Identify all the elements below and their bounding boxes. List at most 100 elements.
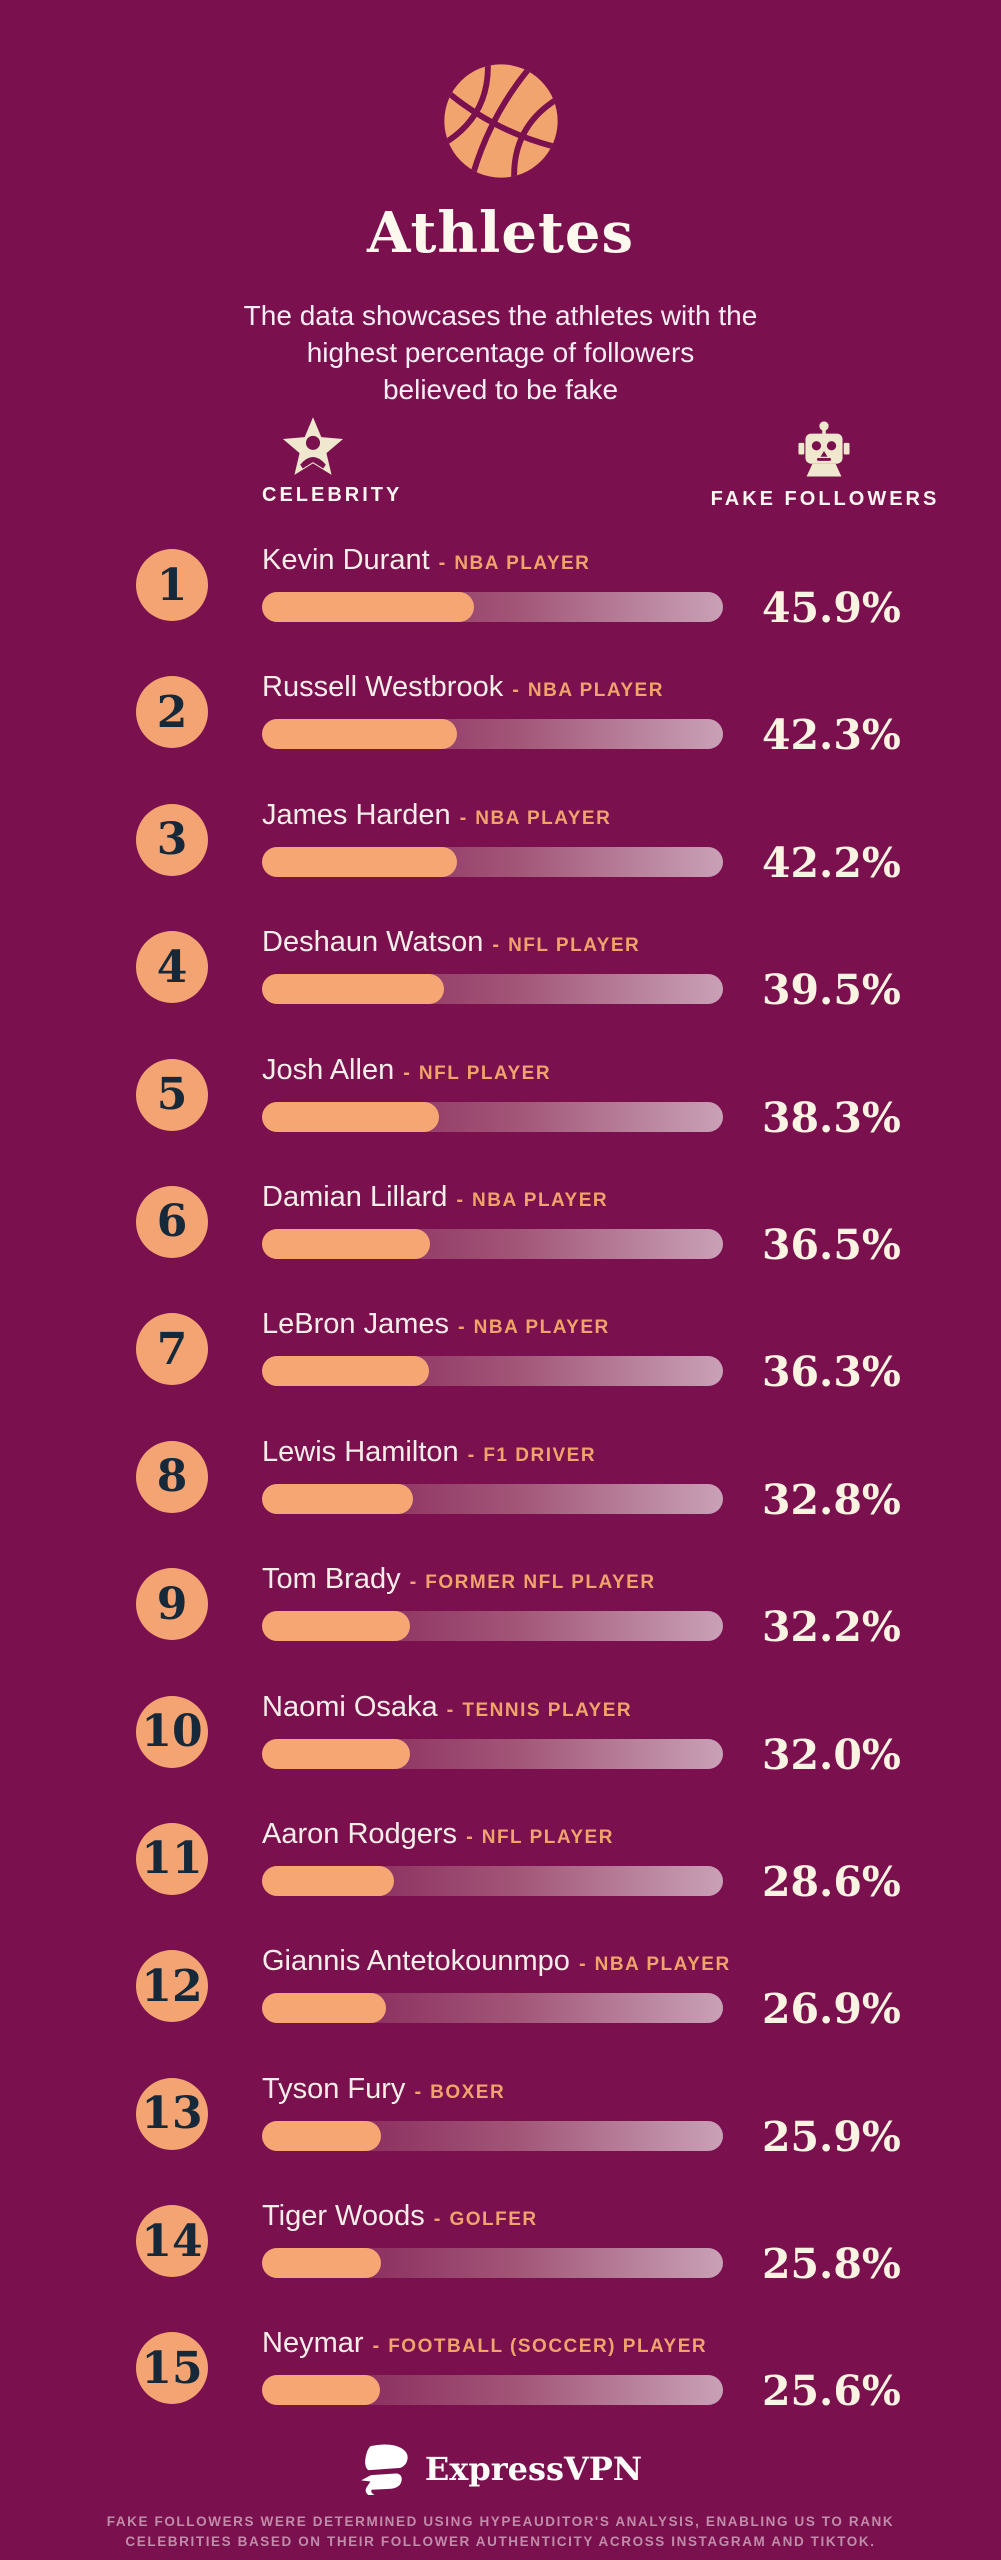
disclaimer-text: FAKE FOLLOWERS WERE DETERMINED USING HYP… bbox=[106, 2514, 895, 2549]
athlete-name: Tyson Fury bbox=[262, 2072, 406, 2105]
athlete-role: NBA PLAYER bbox=[454, 553, 591, 574]
fake-followers-bar-track bbox=[262, 1356, 723, 1387]
athlete-nameline: Lewis Hamilton - F1 DRIVER bbox=[262, 1436, 596, 1469]
column-header-celebrity: CELEBRITY bbox=[262, 484, 403, 506]
fake-followers-value: 38.3% bbox=[762, 1093, 901, 1142]
page-title: Athletes bbox=[367, 200, 634, 266]
athlete-role: NFL PLAYER bbox=[418, 1062, 552, 1084]
fake-followers-bar-fill bbox=[262, 2248, 381, 2279]
fake-followers-value: 25.9% bbox=[762, 2112, 901, 2161]
athlete-name: Lewis Hamilton bbox=[262, 1435, 459, 1468]
athlete-role: NBA PLAYER bbox=[475, 807, 612, 829]
athlete-nameline: Neymar - FOOTBALL (SOCCER) PLAYER bbox=[262, 2327, 707, 2360]
rank-badge: 12 bbox=[136, 1950, 208, 2023]
fake-followers-value: 36.5% bbox=[762, 1220, 901, 1269]
fake-followers-bar-track bbox=[262, 2248, 723, 2279]
athlete-nameline: Tom Brady - FORMER NFL PLAYER bbox=[262, 1563, 656, 1596]
fake-followers-value: 28.6% bbox=[762, 1857, 901, 1906]
fake-followers-bar-track bbox=[262, 846, 723, 877]
rank-badge: 8 bbox=[136, 1440, 208, 1513]
athlete-row: 15 Neymar - FOOTBALL (SOCCER) PLAYER 25.6% bbox=[0, 2319, 1001, 2446]
athlete-row: 12 Giannis Antetokounmpo - NBA PLAYER 26.9% bbox=[0, 1937, 1001, 2064]
fake-followers-bar-track bbox=[262, 2120, 723, 2151]
athlete-role: NFL PLAYER bbox=[481, 1826, 614, 1848]
fake-followers-bar-fill bbox=[262, 1738, 410, 1769]
rank-badge: 3 bbox=[136, 803, 208, 876]
athlete-row: 13 Tyson Fury - BOXER 25.9% bbox=[0, 2065, 1001, 2192]
athlete-role: NBA PLAYER bbox=[472, 1189, 609, 1211]
fake-followers-bar-track bbox=[262, 1738, 723, 1769]
athlete-name: Deshaun Watson bbox=[262, 926, 484, 959]
fake-followers-value: 36.3% bbox=[762, 1348, 901, 1397]
rank-badge: 15 bbox=[136, 2332, 208, 2405]
role-separator: - bbox=[467, 1443, 475, 1466]
fake-followers-bar-track bbox=[262, 974, 723, 1005]
role-separator: - bbox=[578, 1953, 586, 1976]
athlete-role: TENNIS PLAYER bbox=[462, 1699, 633, 1721]
role-separator: - bbox=[458, 1316, 465, 1339]
role-separator: - bbox=[438, 552, 446, 574]
athlete-row: 10 Naomi Osaka - TENNIS PLAYER 32.0% bbox=[0, 1683, 1001, 1810]
athlete-nameline: Aaron Rodgers - NFL PLAYER bbox=[262, 1818, 614, 1851]
expressvpn-logo-icon bbox=[359, 2444, 410, 2495]
athlete-row: 7 LeBron James - NBA PLAYER 36.3% bbox=[0, 1300, 1001, 1427]
athlete-nameline: Tyson Fury - BOXER bbox=[262, 2073, 505, 2106]
athlete-name: Tom Brady bbox=[262, 1563, 401, 1596]
athlete-nameline: LeBron James - NBA PLAYER bbox=[262, 1308, 610, 1341]
brand-footer: ExpressVPN bbox=[0, 2442, 1001, 2496]
athlete-row: 5 Josh Allen - NFL PLAYER 38.3% bbox=[0, 1046, 1001, 1173]
role-separator: - bbox=[492, 934, 500, 957]
role-separator: - bbox=[414, 2080, 422, 2103]
fake-followers-bar-fill bbox=[262, 2120, 382, 2151]
athlete-role: NBA PLAYER bbox=[473, 1317, 610, 1339]
role-separator: - bbox=[459, 806, 467, 829]
athlete-role: FORMER NFL PLAYER bbox=[425, 1572, 656, 1594]
fake-followers-bar-track bbox=[262, 719, 723, 750]
athlete-name: Josh Allen bbox=[262, 1053, 395, 1086]
role-separator: - bbox=[446, 1698, 454, 1721]
fake-followers-bar-track bbox=[262, 1865, 723, 1896]
fake-followers-value: 32.0% bbox=[762, 1730, 901, 1779]
athlete-row: 4 Deshaun Watson - NFL PLAYER 39.5% bbox=[0, 918, 1001, 1045]
fake-followers-bar-track bbox=[262, 1228, 723, 1259]
athlete-nameline: James Harden - NBA PLAYER bbox=[262, 799, 611, 832]
fake-followers-bar-fill bbox=[262, 1483, 414, 1514]
fake-followers-bar-fill bbox=[262, 1228, 431, 1259]
fake-followers-bar-fill bbox=[262, 1356, 430, 1387]
fake-followers-bar-fill bbox=[262, 1865, 394, 1896]
role-separator: - bbox=[512, 679, 519, 702]
fake-followers-bar-fill bbox=[262, 974, 445, 1005]
role-separator: - bbox=[372, 2335, 380, 2358]
athlete-row: 14 Tiger Woods - GOLFER 25.8% bbox=[0, 2192, 1001, 2319]
fake-followers-bar-track bbox=[262, 1993, 723, 2024]
athlete-name: James Harden bbox=[262, 798, 451, 831]
fake-followers-bar-fill bbox=[262, 592, 474, 622]
celebrity-star-icon bbox=[282, 417, 344, 475]
athlete-name: Damian Lillard bbox=[262, 1180, 448, 1213]
rank-badge: 10 bbox=[136, 1695, 208, 1768]
fake-followers-bar-fill bbox=[262, 1101, 439, 1132]
athlete-name: Neymar bbox=[262, 2327, 364, 2360]
athlete-name: Naomi Osaka bbox=[262, 1690, 438, 1723]
fake-followers-value: 42.2% bbox=[762, 838, 901, 887]
athlete-role: BOXER bbox=[430, 2081, 506, 2103]
page-subtitle: The data showcases the athletes with the… bbox=[243, 300, 758, 405]
athlete-name: Kevin Durant bbox=[262, 544, 430, 576]
athlete-row: 9 Tom Brady - FORMER NFL PLAYER 32.2% bbox=[0, 1555, 1001, 1682]
fake-followers-bar-track bbox=[262, 592, 723, 622]
rank-badge: 1 bbox=[136, 549, 208, 621]
athlete-name: Russell Westbrook bbox=[262, 671, 504, 704]
athlete-nameline: Josh Allen - NFL PLAYER bbox=[262, 1054, 551, 1087]
athlete-row: 11 Aaron Rodgers - NFL PLAYER 28.6% bbox=[0, 1810, 1001, 1937]
fake-followers-value: 25.8% bbox=[762, 2240, 901, 2289]
brand-name: ExpressVPN bbox=[424, 2450, 643, 2488]
basketball-icon bbox=[444, 64, 558, 178]
fake-followers-value: 32.2% bbox=[762, 1603, 901, 1652]
role-separator: - bbox=[409, 1571, 417, 1594]
athlete-row: 1 Kevin Durant - NBA PLAYER 45.9% bbox=[0, 536, 1001, 663]
fake-followers-bar-track bbox=[262, 1483, 723, 1514]
fake-followers-value: 26.9% bbox=[762, 1985, 901, 2034]
rank-badge: 14 bbox=[136, 2205, 208, 2278]
fake-followers-value: 39.5% bbox=[762, 966, 901, 1015]
